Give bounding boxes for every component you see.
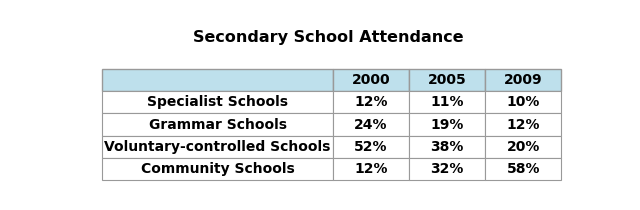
Bar xyxy=(102,113,333,136)
Text: 24%: 24% xyxy=(355,118,388,132)
Bar xyxy=(333,158,409,180)
Bar xyxy=(102,158,333,180)
Bar xyxy=(409,136,485,158)
Text: 20%: 20% xyxy=(506,140,540,154)
Text: Community Schools: Community Schools xyxy=(141,162,294,176)
Bar xyxy=(102,69,333,91)
Text: Secondary School Attendance: Secondary School Attendance xyxy=(193,30,463,45)
Text: 2000: 2000 xyxy=(352,73,390,87)
Bar xyxy=(102,91,333,113)
Text: 12%: 12% xyxy=(506,118,540,132)
Bar xyxy=(409,158,485,180)
Bar xyxy=(485,91,561,113)
Bar xyxy=(409,69,485,91)
Text: 19%: 19% xyxy=(431,118,464,132)
Bar xyxy=(333,69,409,91)
Text: 11%: 11% xyxy=(430,95,464,109)
Text: 12%: 12% xyxy=(355,162,388,176)
Text: 2005: 2005 xyxy=(428,73,467,87)
Bar xyxy=(485,136,561,158)
Bar xyxy=(485,158,561,180)
Bar xyxy=(409,113,485,136)
Bar xyxy=(333,113,409,136)
Bar xyxy=(409,91,485,113)
Text: Grammar Schools: Grammar Schools xyxy=(148,118,287,132)
Text: 2009: 2009 xyxy=(504,73,543,87)
Text: Voluntary-controlled Schools: Voluntary-controlled Schools xyxy=(104,140,331,154)
Text: 32%: 32% xyxy=(431,162,464,176)
Bar xyxy=(102,136,333,158)
Bar xyxy=(333,91,409,113)
Bar xyxy=(333,136,409,158)
Text: Specialist Schools: Specialist Schools xyxy=(147,95,288,109)
Text: 12%: 12% xyxy=(355,95,388,109)
Text: 10%: 10% xyxy=(506,95,540,109)
Bar xyxy=(485,69,561,91)
Text: 52%: 52% xyxy=(355,140,388,154)
Bar xyxy=(485,113,561,136)
Text: 38%: 38% xyxy=(431,140,464,154)
Text: 58%: 58% xyxy=(506,162,540,176)
